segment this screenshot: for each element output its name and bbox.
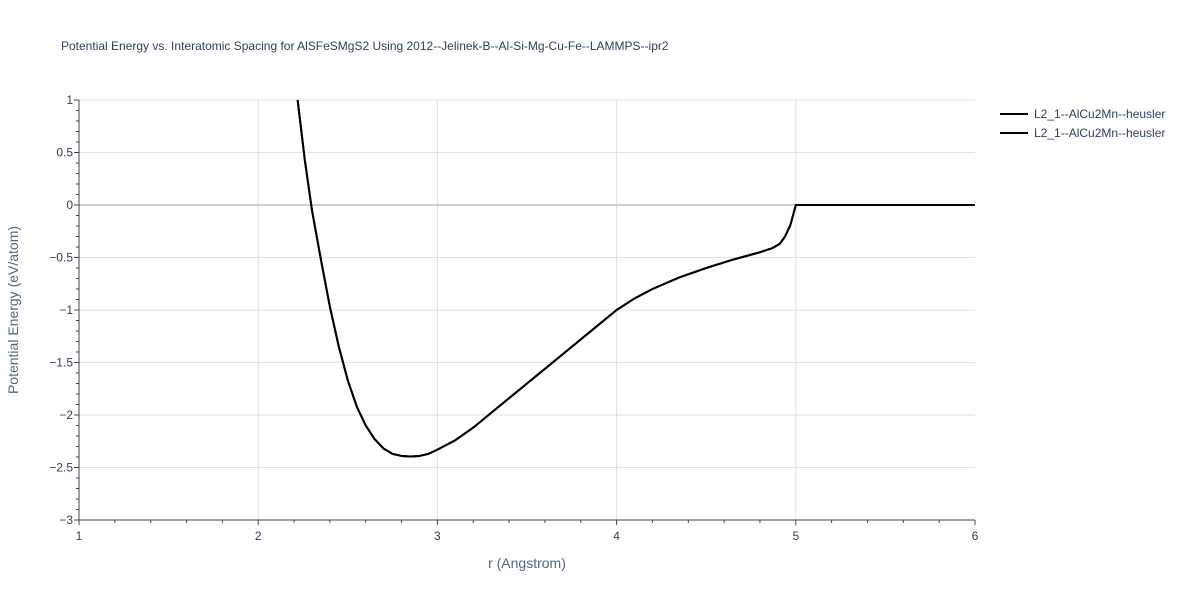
x-tick-label: 6: [972, 529, 979, 543]
y-tick-label: 0: [66, 198, 73, 212]
y-tick-label: −2: [59, 408, 73, 422]
y-tick-label: −1: [59, 303, 73, 317]
legend-item-2[interactable]: L2_1--AlCu2Mn--heusler: [1000, 126, 1165, 140]
x-axis-title: r (Angstrom): [488, 555, 566, 571]
y-axis-title: Potential Energy (eV/atom): [5, 226, 21, 394]
y-tick-label: −3: [59, 513, 73, 527]
y-tick-label: −1.5: [49, 356, 73, 370]
series-line-2: [296, 100, 975, 458]
x-tick-label: 5: [792, 529, 799, 543]
y-tick-label: 1: [66, 93, 73, 107]
x-axis-ticks: 1 2 3 4 5 6: [76, 520, 979, 543]
y-tick-label: 0.5: [56, 146, 73, 160]
series-line-1: [296, 100, 975, 458]
gridlines: [79, 99, 975, 520]
x-tick-label: 2: [255, 529, 262, 543]
legend-label: L2_1--AlCu2Mn--heusler: [1034, 126, 1165, 140]
x-tick-label: 4: [613, 529, 620, 543]
legend[interactable]: L2_1--AlCu2Mn--heusler L2_1--AlCu2Mn--heu…: [1000, 107, 1165, 140]
x-tick-label: 1: [76, 529, 83, 543]
y-tick-label: −0.5: [49, 251, 73, 265]
legend-item-1[interactable]: L2_1--AlCu2Mn--heusler: [1000, 107, 1165, 121]
x-tick-label: 3: [434, 529, 441, 543]
legend-label: L2_1--AlCu2Mn--heusler: [1034, 107, 1165, 121]
chart-title: Potential Energy vs. Interatomic Spacing…: [61, 39, 669, 53]
y-axis-ticks: 1 0.5 0 −0.5 −1 −1.5 −2 −2.5 −3: [49, 93, 79, 527]
y-tick-label: −2.5: [49, 461, 73, 475]
plot-area: [296, 100, 975, 458]
